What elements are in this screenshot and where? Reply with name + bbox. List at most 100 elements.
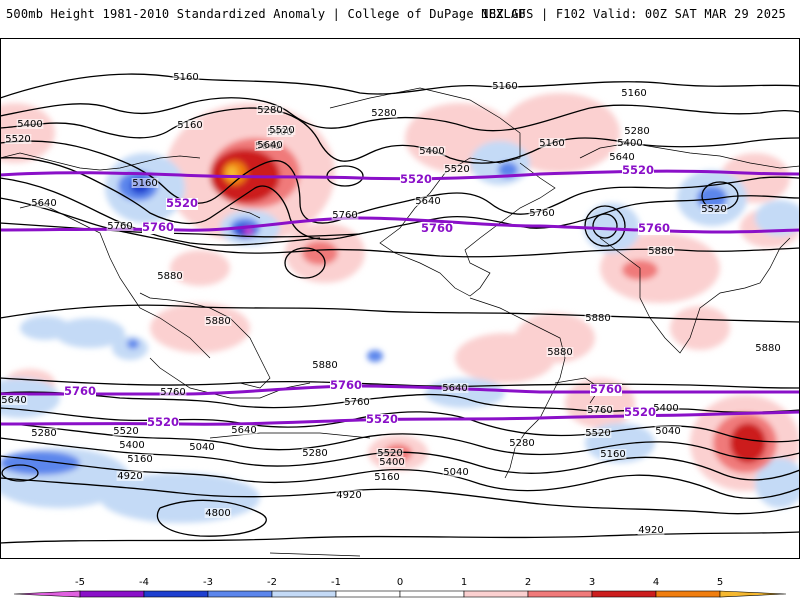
contour-label-bg [188, 442, 216, 452]
contour-label-bg [599, 449, 627, 459]
highlight-contour-label: 5520 [366, 412, 398, 426]
contour-label: 5040 [655, 426, 680, 437]
positive-anomaly-3 [210, 149, 766, 463]
contour-label: 5160 [173, 72, 198, 83]
colorbar-tick-label: -5 [75, 577, 85, 588]
contour-label-group: 5160540055205160528054005520564051605640… [0, 72, 782, 536]
contour-label: 5040 [189, 442, 214, 453]
contour-label: 4920 [638, 525, 663, 536]
contour-label-bg [654, 426, 682, 436]
colorbar-tick-label: -3 [203, 577, 213, 588]
contour-label-bg [623, 126, 651, 136]
highlight-contour-label: 5760 [421, 221, 453, 235]
contour-label: 4800 [205, 508, 230, 519]
highlight-label-bg [400, 174, 432, 186]
contour-label: 5640 [415, 196, 440, 207]
contour-label-bg [652, 403, 680, 413]
contour-label: 5880 [312, 360, 337, 371]
contour-label: 5640 [231, 425, 256, 436]
contour-label: 5520 [269, 125, 294, 136]
contour-label-bg [30, 428, 58, 438]
colorbar-segment [527, 590, 593, 598]
highlight-contour-label: 5520 [622, 163, 654, 177]
contour-label: 5520 [5, 134, 30, 145]
colorbar-tick-label: 2 [525, 577, 531, 588]
highlight-label-bg [638, 223, 670, 235]
contour-label-bg [616, 138, 644, 148]
contour-label: 5760 [344, 397, 369, 408]
colorbar-segment [271, 590, 337, 598]
contour-label: 4920 [336, 490, 361, 501]
highlight-contour-label: 5760 [330, 378, 362, 392]
contour-label: 5760 [587, 405, 612, 416]
contour-label-bg [30, 198, 58, 208]
contour-label: 5160 [374, 472, 399, 483]
colorbar-segment [143, 590, 209, 598]
contour-label-bg [0, 395, 28, 405]
contour-label: 5400 [379, 457, 404, 468]
colorbar-tick-label: 4 [653, 577, 659, 588]
contour-label: 5160 [177, 120, 202, 131]
contour-label-bg [256, 140, 284, 150]
colorbar-segment [335, 590, 401, 598]
contour-label: 5400 [653, 403, 678, 414]
contour-label-bg [311, 360, 339, 370]
contour-label-bg [16, 119, 44, 129]
contour-label-bg [586, 405, 614, 415]
contour-label: 5880 [585, 313, 610, 324]
contour-label: 5280 [31, 428, 56, 439]
highlight-label-bg [366, 414, 398, 426]
contour-label: 5880 [547, 347, 572, 358]
contour-label-bg [584, 428, 612, 438]
contour-label: 5640 [31, 198, 56, 209]
contour-label: 5400 [419, 146, 444, 157]
contour-label-bg [4, 134, 32, 144]
contour-label-bg [373, 472, 401, 482]
colorbar-tick-label: 1 [461, 577, 467, 588]
map-header: 500mb Height 1981-2010 Standardized Anom… [0, 0, 800, 30]
highlight-label-bg [622, 165, 654, 177]
contour-label-bg [370, 108, 398, 118]
contour-label-bg [301, 448, 329, 458]
contour-label-bg [754, 343, 782, 353]
contour-label-bg [378, 457, 406, 467]
contour-label-bg [584, 313, 612, 323]
contour-label-bg [608, 152, 636, 162]
contour-label: 5280 [302, 448, 327, 459]
contour-label: 5160 [621, 88, 646, 99]
colorbar: -5 -4 -3 -2 -1 0 1 2 3 4 5 [0, 571, 800, 600]
contour-label-bg [159, 387, 187, 397]
contour-label-bg [491, 81, 519, 91]
contour-label-bg [331, 210, 359, 220]
contour-label: 5760 [332, 210, 357, 221]
contour-label: 5160 [600, 449, 625, 460]
contour-label-bg [418, 146, 446, 156]
contour-label-bg [528, 208, 556, 218]
highlight-label-bg [624, 407, 656, 419]
highlight-contour-label: 5760 [142, 220, 174, 234]
contour-label: 5640 [1, 395, 26, 406]
contour-label-bg [637, 525, 665, 535]
contour-label-bg [204, 508, 232, 518]
contour-label: 4920 [117, 471, 142, 482]
colorbar-tick-label: 0 [397, 577, 403, 588]
contour-label-bg [620, 88, 648, 98]
colorbar-segment [591, 590, 657, 598]
contour-label: 5400 [119, 440, 144, 451]
colorbar-segment [13, 590, 81, 598]
highlight-label-bg [64, 386, 96, 398]
contour-label: 5640 [609, 152, 634, 163]
contour-label: 5160 [492, 81, 517, 92]
contour-label-bg [176, 120, 204, 130]
contour-label: 5040 [443, 467, 468, 478]
contour-label-bg [268, 125, 296, 135]
highlight-label-bg [147, 417, 179, 429]
map-title: 500mb Height 1981-2010 Standardized Anom… [6, 7, 526, 21]
anomaly-map: 5160540055205160528054005520564051605640… [0, 38, 800, 559]
highlight-contour-label: 5760 [64, 384, 96, 398]
colorbar-segment [399, 590, 465, 598]
contour-label: 5880 [205, 316, 230, 327]
contour-label-bg [172, 72, 200, 82]
highlight-contour-label: 5520 [400, 172, 432, 186]
contour-label: 5400 [17, 119, 42, 130]
